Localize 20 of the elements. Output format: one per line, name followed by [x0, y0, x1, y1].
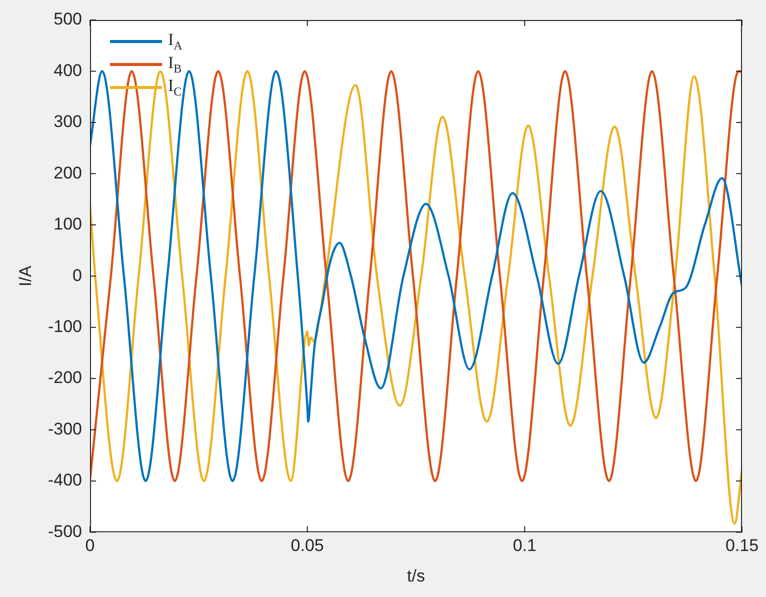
y-tick-label: 100: [54, 214, 82, 234]
y-tick-label: 300: [54, 112, 82, 132]
x-tick-label: 0: [85, 536, 95, 556]
legend-label: I$_{C}$: [168, 76, 182, 100]
legend-label: I$_{B}$: [168, 52, 182, 76]
y-axis-title: I/A: [16, 265, 35, 286]
x-tick-label: 0.1: [512, 536, 536, 556]
legend-label: I$_{A}$: [168, 30, 182, 54]
x-tick-label: 0.05: [290, 536, 324, 556]
y-tick-label: 200: [54, 163, 82, 182]
y-tick-label: -500: [48, 522, 82, 541]
y-tick-label: -200: [48, 368, 82, 388]
y-tick-label: -400: [48, 470, 82, 490]
x-axis-title: t/s: [407, 566, 425, 586]
y-tick-label: -300: [48, 419, 82, 438]
y-tick-label: 500: [54, 10, 82, 29]
y-tick-label: 0: [72, 266, 82, 285]
y-tick-label: 400: [54, 60, 82, 80]
y-tick-label: -100: [48, 317, 82, 336]
x-tick-label: 0.15: [725, 536, 759, 556]
